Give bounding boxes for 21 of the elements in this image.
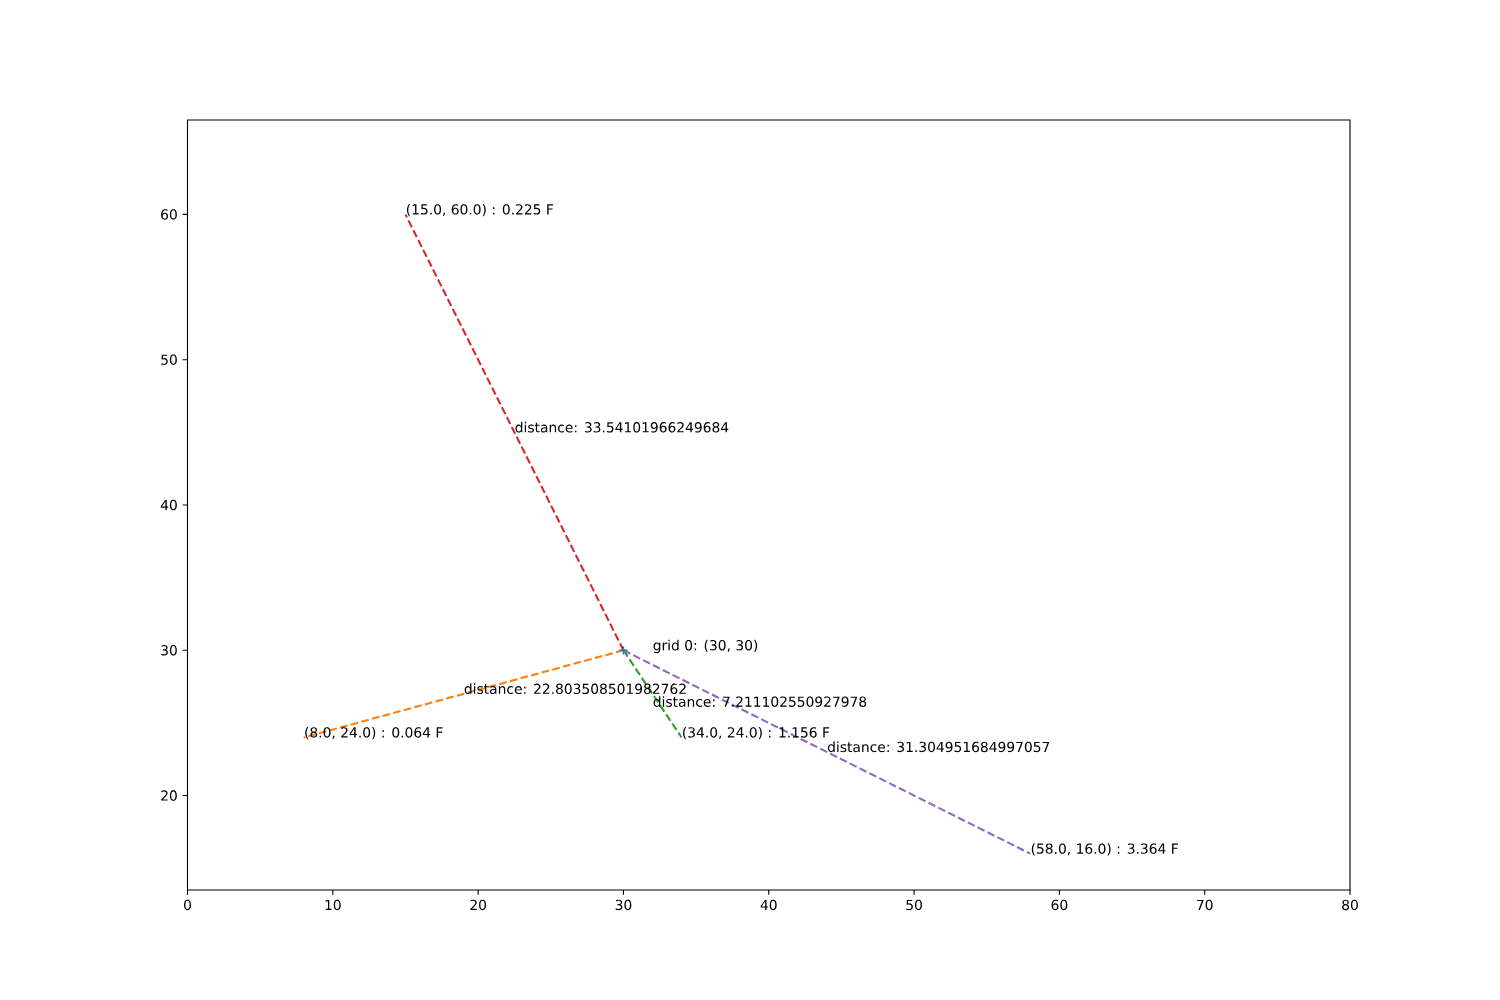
annotation: (58.0, 16.0) : 3.364 F: [1031, 843, 1178, 856]
annotation: grid 0: (30, 30): [653, 639, 758, 654]
annotation: (34.0, 24.0) : 1.156 F: [683, 726, 830, 740]
x-tick-label: 0: [184, 899, 191, 911]
x-tick-label: 30: [615, 899, 632, 911]
y-tick-label: 60: [161, 209, 177, 220]
x-tick-label: 70: [1197, 899, 1213, 911]
x-tick-label: 80: [1342, 899, 1358, 911]
x-tick-label: 10: [325, 899, 341, 911]
y-tick-label: 40: [160, 499, 177, 511]
y-tick-label: 20: [161, 790, 177, 801]
y-tick-label: 50: [161, 354, 177, 365]
x-tick-label: 50: [906, 899, 922, 911]
annotation: distance: 31.304951684997057: [827, 741, 1050, 753]
annotation: (15.0, 60.0) : 0.225 F: [406, 203, 554, 217]
x-tick-label: 60: [1051, 899, 1068, 911]
y-tick-label: 30: [161, 645, 177, 656]
x-tick-label: 40: [760, 899, 777, 911]
annotation: distance: 33.54101966249684: [515, 421, 729, 433]
annotation: distance: 7.211102550927978: [653, 696, 867, 707]
x-tick-label: 20: [470, 899, 487, 911]
